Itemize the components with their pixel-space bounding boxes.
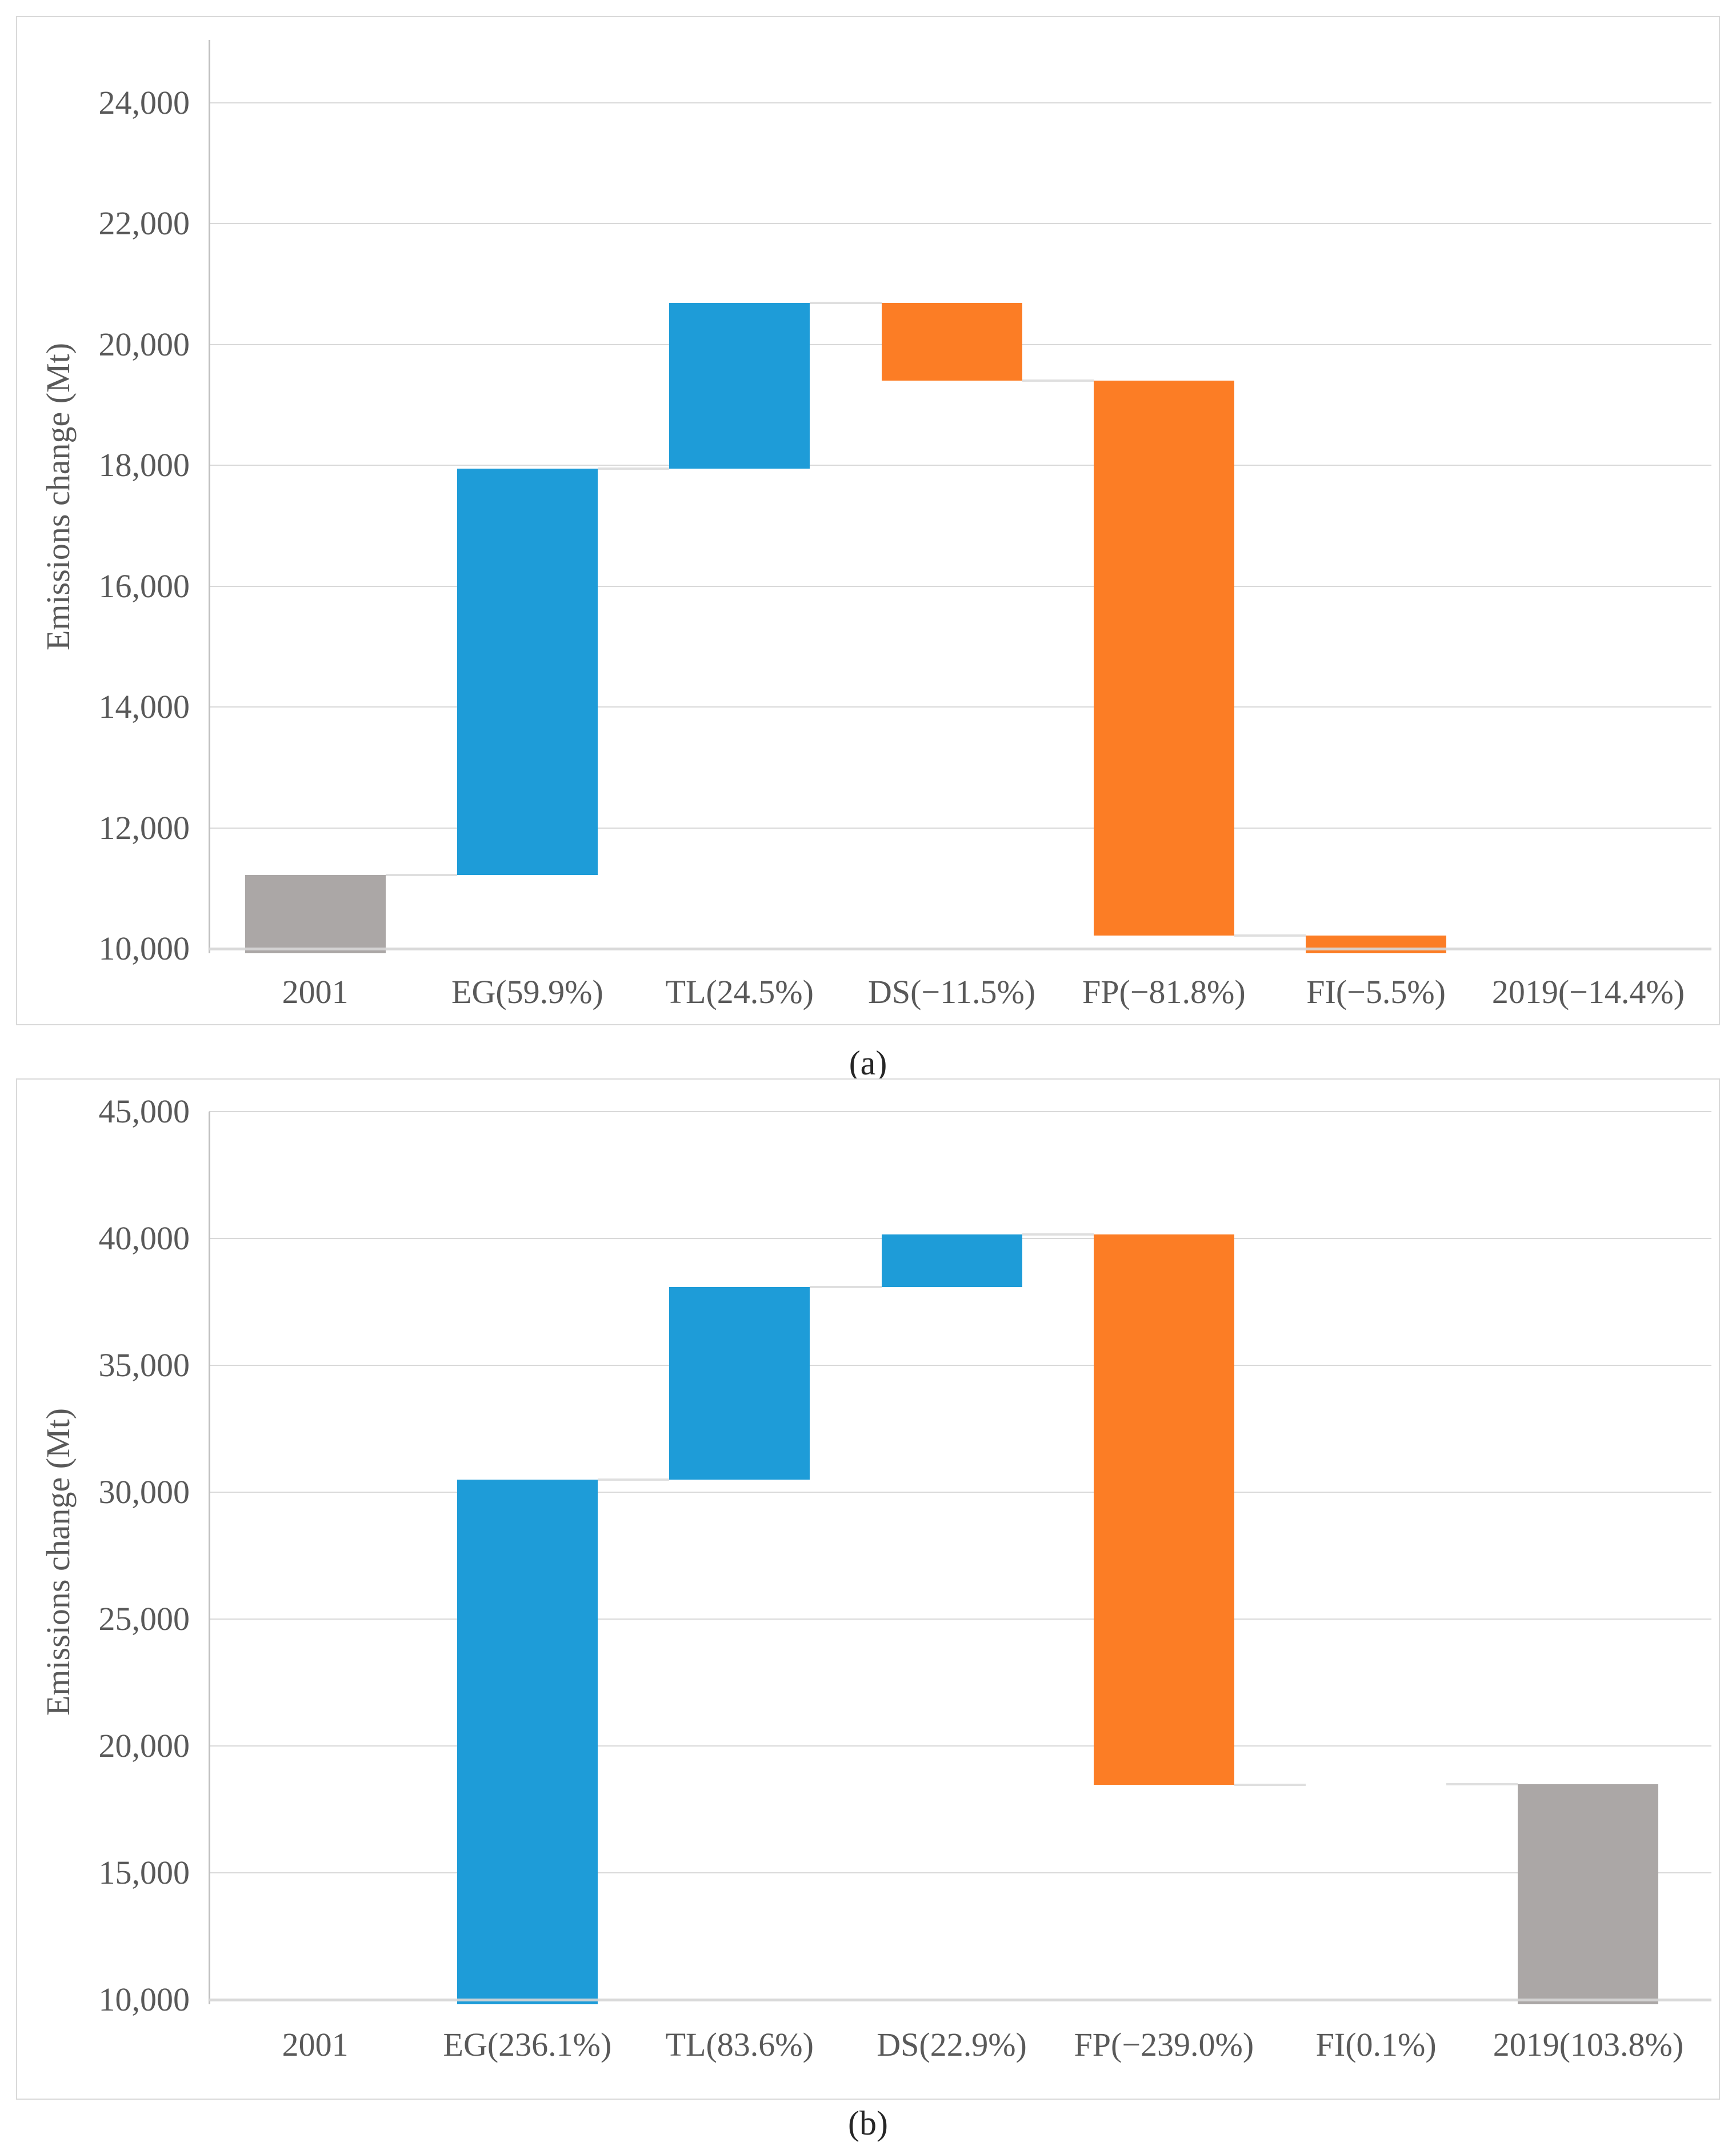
chart-a-border-box: [16, 16, 1720, 1025]
waterfall-connector: [810, 1286, 882, 1289]
gridline-16000: [209, 585, 1711, 587]
chart-a-caption: (a): [849, 1044, 887, 1082]
y-axis-line: [209, 40, 210, 953]
gridline-25000: [209, 1619, 1711, 1620]
chart-b-caption: (b): [848, 2104, 888, 2142]
y-axis-tick-label: 22,000: [98, 205, 190, 242]
y-axis-tick-label: 20,000: [98, 1727, 190, 1764]
gridline-22000: [209, 223, 1711, 224]
y-axis-line: [209, 1112, 210, 2004]
y-axis-tick-label: 40,000: [98, 1220, 190, 1257]
x-category-label: EG(59.9%): [451, 973, 603, 1010]
gridline-45000: [209, 1111, 1711, 1112]
x-axis-line: [209, 948, 1711, 950]
x-category-label: EG(236.1%): [443, 2026, 612, 2063]
gridline-30000: [209, 1492, 1711, 1493]
waterfall-connector: [385, 873, 457, 876]
waterfall-connector: [810, 301, 882, 304]
gridline-20000: [209, 1745, 1711, 1747]
waterfall-connector: [1234, 1783, 1306, 1786]
gridline-14000: [209, 706, 1711, 708]
y-axis-tick-label: 18,000: [98, 446, 190, 483]
waterfall-chart-a: Emissions change (Mt) 10,000 12,000 14,000…: [16, 16, 1720, 1081]
x-category-label: 2019(−14.4%): [1491, 973, 1685, 1010]
y-axis-tick-label: 45,000: [98, 1093, 190, 1130]
y-axis-tick-label: 12,000: [98, 809, 190, 846]
x-category-label: FI(0.1%): [1315, 2026, 1437, 2063]
x-category-label: TL(24.5%): [665, 973, 814, 1010]
chart-b-border-box: [16, 1078, 1720, 2100]
waterfall-connector: [597, 467, 670, 470]
y-axis-tick-label: 10,000: [98, 1981, 190, 2018]
x-axis-line: [209, 1999, 1711, 2001]
bar-eg: [457, 469, 598, 875]
bar-tl: [669, 302, 810, 469]
y-axis-tick-label: 24,000: [98, 83, 190, 121]
waterfall-connector: [1022, 1233, 1094, 1236]
x-category-label: FP(−239.0%): [1074, 2026, 1254, 2063]
waterfall-connector: [597, 1478, 670, 1481]
bar-tl: [669, 1287, 810, 1480]
x-category-label: DS(22.9%): [877, 2026, 1027, 2063]
gridline-24000: [209, 102, 1711, 103]
x-category-label: DS(−11.5%): [867, 973, 1036, 1010]
gridline-15000: [209, 1872, 1711, 1873]
y-axis-tick-label: 30,000: [98, 1473, 190, 1510]
x-category-label: TL(83.6%): [665, 2026, 814, 2063]
x-category-label: 2001: [282, 2026, 349, 2063]
x-category-label: FP(−81.8%): [1082, 973, 1246, 1010]
y-axis-tick-label: 20,000: [98, 325, 190, 363]
waterfall-chart-b: Emissions change (Mt) 10,000 15,000 20,000…: [0, 1074, 1736, 2141]
y-axis-tick-label: 35,000: [98, 1346, 190, 1384]
y-axis-tick-label: 10,000: [98, 930, 190, 967]
bar-2019: [1518, 1784, 1659, 2004]
waterfall-connector: [1234, 934, 1306, 937]
bar-eg: [457, 1480, 598, 2004]
x-category-label: 2001: [282, 973, 349, 1010]
gridline-35000: [209, 1365, 1711, 1366]
x-category-label: FI(−5.5%): [1306, 973, 1446, 1010]
bar-fp: [1093, 380, 1234, 936]
x-category-label: 2019(103.8%): [1493, 2026, 1684, 2063]
y-axis-tick-label: 16,000: [98, 567, 190, 605]
y-axis-tick-label: 14,000: [98, 688, 190, 725]
bar-fi: [1306, 935, 1447, 953]
gridline-12000: [209, 827, 1711, 829]
bar-fp: [1093, 1234, 1234, 1785]
bar-ds: [881, 1234, 1022, 1288]
bar-ds: [881, 302, 1022, 381]
y-axis-tick-label: 15,000: [98, 1854, 190, 1891]
gridline-18000: [209, 465, 1711, 466]
chart-b-y-axis-title: Emissions change (Mt): [39, 1408, 77, 1716]
waterfall-connector: [1022, 379, 1094, 382]
y-axis-tick-label: 25,000: [98, 1600, 190, 1637]
bar-2001: [245, 874, 386, 953]
waterfall-connector: [1446, 1783, 1518, 1786]
